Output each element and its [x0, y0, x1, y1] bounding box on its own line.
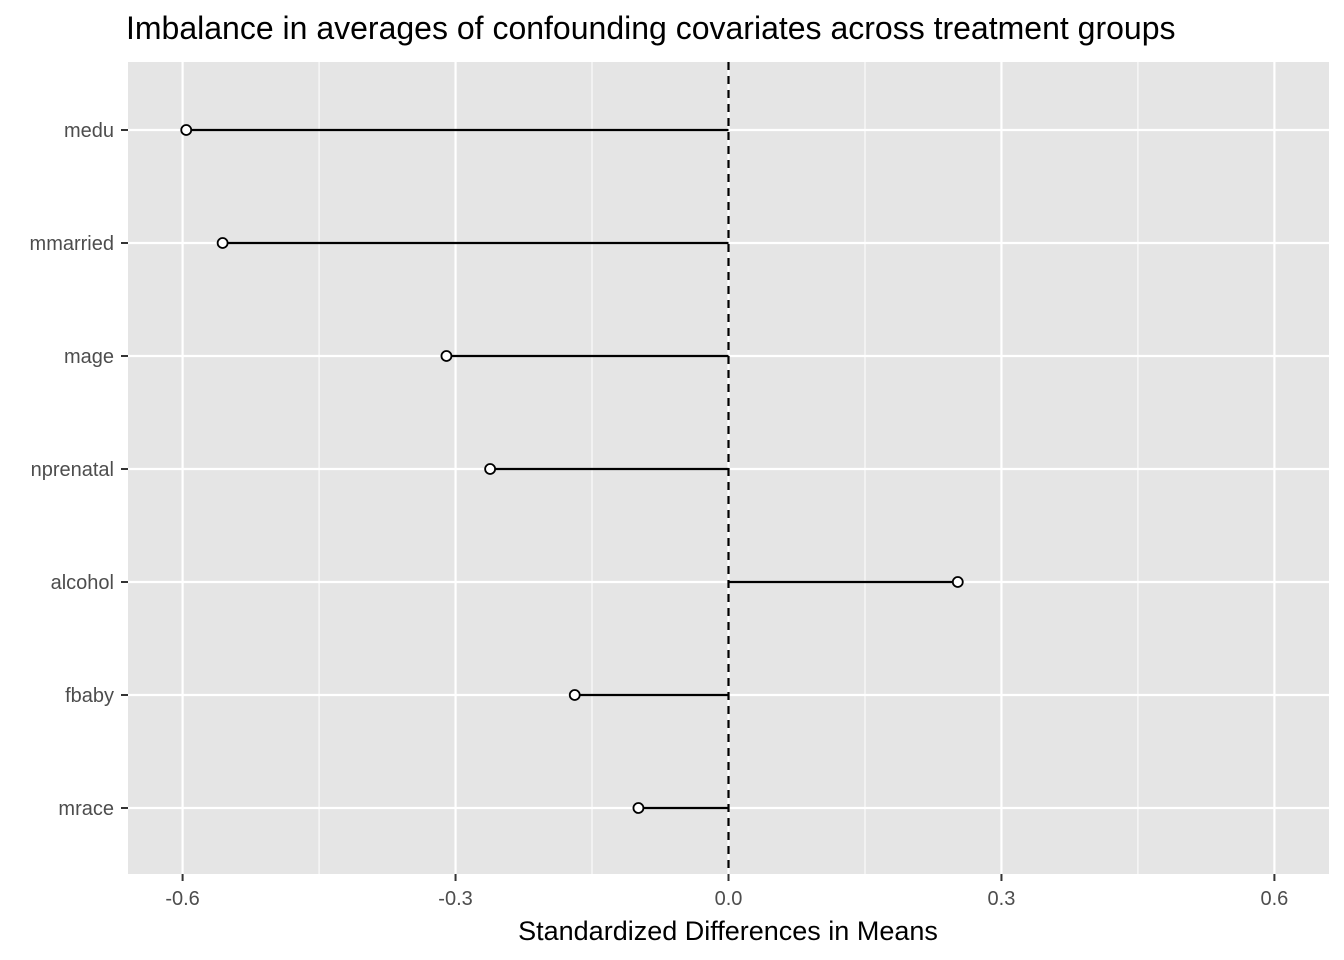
x-tick-label: 0.3 [988, 888, 1016, 910]
y-tick-label-mmarried: mmarried [30, 233, 114, 255]
point-alcohol [951, 576, 964, 588]
point-mage [440, 350, 453, 362]
y-tick-label-mage: mage [64, 346, 114, 368]
y-tick-label-medu: medu [64, 120, 114, 142]
points-layer [180, 124, 964, 814]
y-tick-label-alcohol: alcohol [51, 572, 114, 594]
data-marks [186, 128, 958, 810]
point-mrace [632, 802, 645, 814]
y-tick-label-mrace: mrace [58, 798, 114, 820]
x-tick-label: -0.6 [165, 888, 199, 910]
chart-title: Imbalance in averages of confounding cov… [126, 10, 1175, 46]
point-fbaby [568, 689, 581, 701]
point-medu [180, 124, 193, 136]
y-tick-label-nprenatal: nprenatal [31, 459, 114, 481]
point-nprenatal [484, 463, 497, 475]
y-tick-label-fbaby: fbaby [65, 685, 114, 707]
x-axis-title: Standardized Differences in Means [518, 916, 938, 946]
x-tick-label: 0.0 [715, 888, 743, 910]
point-mmarried [216, 237, 229, 249]
x-axis: -0.6 -0.3 0.0 0.3 0.6 [165, 874, 1288, 910]
x-tick-label: -0.3 [438, 888, 472, 910]
y-axis: medu mmarried mage nprenatal alcohol fbaby mra… [30, 120, 128, 820]
x-tick-label: 0.6 [1261, 888, 1289, 910]
